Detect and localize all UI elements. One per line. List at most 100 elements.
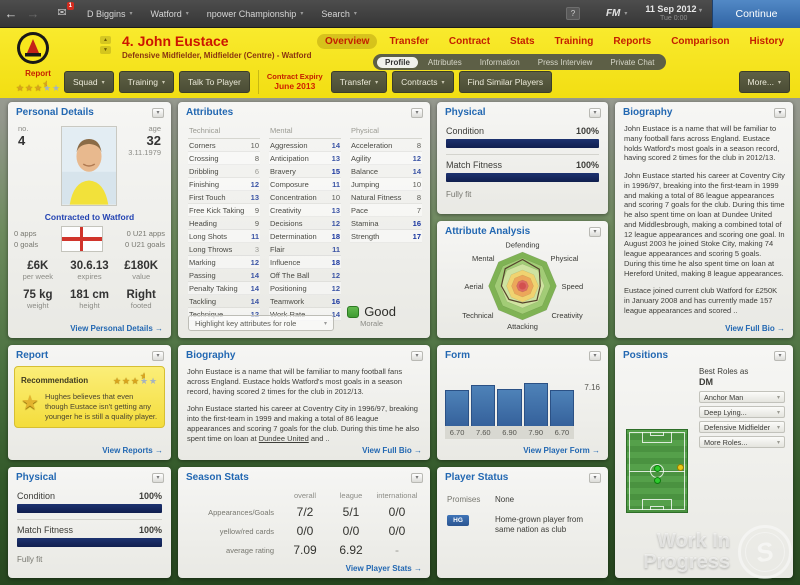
attribute-row: Balance 14 bbox=[350, 165, 422, 178]
menu-watford[interactable]: Watford ▾ bbox=[150, 8, 189, 19]
england-flag bbox=[60, 226, 103, 252]
divider bbox=[17, 519, 162, 520]
collapse-icon[interactable]: ▾ bbox=[152, 107, 164, 118]
help-icon[interactable]: ? bbox=[565, 7, 580, 20]
fm-logo: FM bbox=[605, 8, 621, 19]
topbar-right: ? FM ▾ 11 Sep 2012 ▾ Tue 0:00 Continue bbox=[565, 0, 800, 28]
fm-menu[interactable]: FM ▾ bbox=[606, 8, 627, 19]
squad-button[interactable]: Squad ▾ bbox=[64, 71, 114, 93]
pitch-penalty-box-bottom bbox=[642, 499, 672, 510]
tab-overview[interactable]: Overview bbox=[316, 34, 378, 49]
morale-icon bbox=[347, 305, 360, 318]
panel-title: Player Status bbox=[445, 472, 509, 483]
tab-stats[interactable]: Stats bbox=[510, 36, 535, 47]
continue-button[interactable]: Continue bbox=[712, 0, 800, 28]
back-icon[interactable]: ← bbox=[4, 6, 18, 21]
tab-history[interactable]: History bbox=[749, 36, 784, 47]
tab-comparison[interactable]: Comparison bbox=[671, 36, 730, 47]
pitch-goal-box-top bbox=[649, 432, 665, 436]
menu-d-biggins[interactable]: D Biggins ▾ bbox=[87, 8, 133, 19]
age-value: 32 bbox=[146, 133, 161, 148]
menu-search[interactable]: Search ▾ bbox=[321, 8, 357, 19]
talk-to-player-button[interactable]: Talk To Player bbox=[179, 71, 250, 93]
menu-npower-championship[interactable]: npower Championship ▾ bbox=[206, 8, 304, 19]
panel-player-status: Player Status ▾ Promises None HG Home-gro… bbox=[437, 467, 608, 578]
collapse-icon[interactable]: ▾ bbox=[152, 472, 164, 483]
view-full-bio-link[interactable]: View Full Bio → bbox=[362, 446, 422, 455]
attribute-group-header: Physical bbox=[350, 124, 422, 139]
link-arrow-icon: → bbox=[414, 564, 422, 573]
view-player-stats-link[interactable]: View Player Stats → bbox=[345, 564, 422, 573]
form-bar-value: 6.70 bbox=[449, 428, 465, 437]
collapse-icon[interactable]: ▾ bbox=[589, 226, 601, 237]
inbox-icon[interactable]: ✉ 1 bbox=[52, 1, 74, 22]
spinner-up-icon[interactable]: ▲ bbox=[100, 36, 111, 44]
more-button[interactable]: More... ▾ bbox=[738, 71, 790, 93]
role-more-roles-[interactable]: More Roles... ▾ bbox=[699, 436, 785, 448]
form-bar-value: 7.60 bbox=[476, 428, 491, 437]
attribute-row: Aggression 14 bbox=[269, 139, 341, 152]
collapse-icon[interactable]: ▾ bbox=[589, 472, 601, 483]
player-name: 4. John Eustace bbox=[122, 33, 229, 49]
svg-text:Physical: Physical bbox=[551, 254, 579, 263]
collapse-icon[interactable]: ▾ bbox=[152, 350, 164, 361]
star-icon: ★ ★ bbox=[42, 78, 52, 93]
match-fitness-value: 100% bbox=[575, 160, 599, 170]
subtab-press-interview[interactable]: Press Interview bbox=[537, 57, 593, 67]
tab-reports[interactable]: Reports bbox=[613, 36, 652, 47]
collapse-icon[interactable]: ▾ bbox=[411, 472, 423, 483]
match-fitness-value: 100% bbox=[138, 525, 162, 535]
date-menu[interactable]: 11 Sep 2012 ▾ Tue 0:00 bbox=[645, 4, 702, 23]
dundee-united-link[interactable]: Dundee United bbox=[258, 433, 309, 443]
contracts-button[interactable]: Contracts ▾ bbox=[392, 71, 454, 93]
subtab-information[interactable]: Information bbox=[479, 57, 520, 67]
panel-physical-bottom: Physical ▾ Condition 100% Match Fitness 100… bbox=[8, 467, 171, 578]
spinner-down-icon[interactable]: ▼ bbox=[100, 46, 111, 54]
attribute-row: Determination 18 bbox=[269, 230, 341, 243]
tab-transfer[interactable]: Transfer bbox=[389, 36, 429, 47]
chevron-down-icon: ▾ bbox=[698, 8, 702, 15]
best-roles-label: Best Roles as bbox=[699, 367, 749, 376]
highlight-attributes-dropdown[interactable]: Highlight key attributes for role ▾ bbox=[188, 315, 334, 331]
attribute-group-header: Mental bbox=[269, 124, 341, 139]
attribute-row: Jumping 10 bbox=[350, 178, 422, 191]
tab-training[interactable]: Training bbox=[554, 36, 594, 47]
role-defensive-midfielder[interactable]: Defensive Midfielder ▾ bbox=[699, 421, 785, 433]
condition-label: Condition bbox=[17, 491, 56, 501]
collapse-icon[interactable]: ▾ bbox=[589, 107, 601, 118]
svg-text:Speed: Speed bbox=[562, 282, 584, 291]
collapse-icon[interactable]: ▾ bbox=[411, 107, 423, 118]
panel-biography-short: Biography ▾ John Eustace is a name that w… bbox=[178, 345, 430, 460]
collapse-icon[interactable]: ▾ bbox=[774, 107, 786, 118]
form-bar bbox=[471, 385, 496, 426]
subtab-profile[interactable]: Profile bbox=[377, 56, 418, 68]
mail-glyph: ✉ bbox=[57, 6, 67, 19]
intl-apps: 0 apps 0 goals bbox=[14, 228, 39, 249]
subtab-private-chat[interactable]: Private Chat bbox=[610, 57, 655, 67]
star-icon: ★ bbox=[131, 376, 140, 386]
link-arrow-icon: → bbox=[414, 446, 422, 455]
position-dot-green bbox=[654, 465, 662, 473]
chevron-down-icon: ▾ bbox=[162, 79, 166, 86]
subtab-attributes[interactable]: Attributes bbox=[427, 57, 462, 67]
collapse-icon[interactable]: ▾ bbox=[411, 350, 423, 361]
panel-personal-details: Personal Details ▾ no. 4 age 32 3.11.1979 Co… bbox=[8, 102, 171, 338]
role-deep-lying-[interactable]: Deep Lying... ▾ bbox=[699, 406, 785, 418]
view-full-bio-link[interactable]: View Full Bio → bbox=[725, 324, 785, 333]
training-button[interactable]: Training ▾ bbox=[118, 71, 175, 93]
forward-icon[interactable]: → bbox=[26, 6, 40, 21]
panel-attributes: Attributes ▾ Technical Corners 10 Crossing 8 D… bbox=[178, 102, 430, 338]
view-personal-details-link[interactable]: View Personal Details → bbox=[70, 324, 163, 333]
role-anchor-man[interactable]: Anchor Man ▾ bbox=[699, 391, 785, 403]
collapse-icon[interactable]: ▾ bbox=[589, 350, 601, 361]
tab-contract[interactable]: Contract bbox=[448, 36, 491, 47]
collapse-icon[interactable]: ▾ bbox=[774, 350, 786, 361]
morale-label: Morale bbox=[360, 319, 384, 328]
find-similar-players-button[interactable]: Find Similar Players bbox=[458, 71, 553, 93]
attribute-radar-chart: Defending Physical Speed Creativity Attackin… bbox=[462, 241, 584, 332]
view-reports-link[interactable]: View Reports → bbox=[102, 446, 163, 455]
transfer-button[interactable]: Transfer ▾ bbox=[330, 71, 388, 93]
condition-bar bbox=[17, 504, 162, 513]
view-player-form-link[interactable]: View Player Form → bbox=[523, 446, 600, 455]
stats-value: 0/0 bbox=[342, 524, 360, 538]
